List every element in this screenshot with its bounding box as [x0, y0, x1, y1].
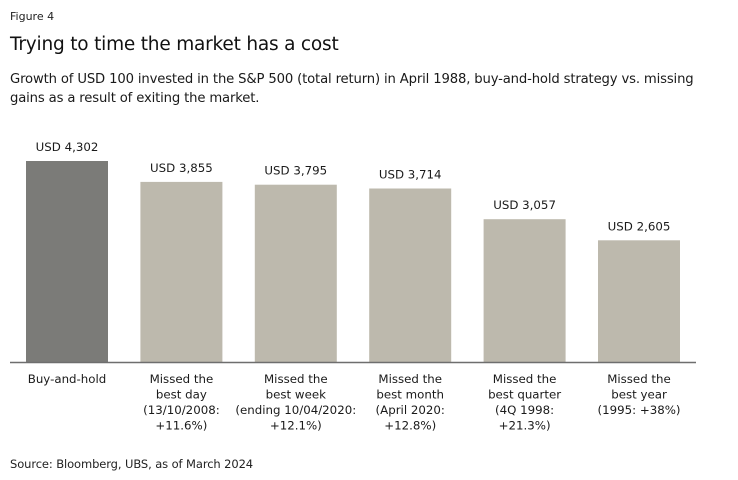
category-label-line: best week [266, 388, 326, 402]
bar-3 [369, 188, 452, 362]
category-label-0: Buy-and-hold [28, 372, 107, 386]
value-label-2: USD 3,795 [264, 164, 327, 178]
category-label-3: Missed the best month (April 2020: +12.8%) [376, 372, 445, 433]
bar-1 [140, 181, 223, 362]
category-label-line: best day [156, 388, 207, 402]
value-label-4: USD 3,057 [493, 198, 556, 212]
category-label-line: (13/10/2008: [143, 403, 220, 417]
category-label-line: Buy-and-hold [28, 372, 107, 386]
bar-5 [598, 240, 680, 362]
category-label-line: Missed the [264, 372, 328, 386]
category-label-line: +12.1%) [270, 419, 322, 433]
category-label-line: Missed the [493, 372, 557, 386]
category-label-line: (April 2020: [376, 403, 445, 417]
category-label-line: best year [611, 388, 667, 402]
category-label-line: +11.6%) [155, 419, 207, 433]
value-label-0: USD 4,302 [36, 140, 99, 154]
bar-2 [254, 184, 337, 362]
value-label-1: USD 3,855 [150, 161, 213, 175]
category-label-line: Missed the [378, 372, 442, 386]
source-note: Source: Bloomberg, UBS, as of March 2024 [10, 457, 254, 471]
bar-0 [26, 161, 108, 362]
category-label-2: Missed the best week (ending 10/04/2020: +1… [235, 372, 356, 433]
category-label-line: best month [376, 388, 444, 402]
category-label-1: Missed the best day (13/10/2008: +11.6%) [143, 372, 220, 433]
value-label-5: USD 2,605 [608, 219, 671, 233]
bar-chart: USD 4,302 USD 3,855 USD 3,795 USD 3,714 USD … [10, 140, 696, 433]
chart-subtitle: Growth of USD 100 invested in the S&P 50… [10, 72, 694, 106]
value-labels-group: USD 4,302 USD 3,855 USD 3,795 USD 3,714 USD … [36, 140, 671, 233]
category-label-line: Missed the [150, 372, 214, 386]
category-labels-group: Buy-and-hold Missed the best day (13/10/200… [28, 372, 681, 433]
category-label-5: Missed the best year (1995: +38%) [597, 372, 680, 417]
bar-4 [483, 219, 566, 362]
chart-title: Trying to time the market has a cost [10, 34, 339, 55]
category-label-line: best quarter [488, 388, 561, 402]
category-label-line: (1995: +38%) [597, 403, 680, 417]
bars-group [26, 161, 680, 362]
category-label-line: (4Q 1998: [495, 403, 554, 417]
category-label-line: +21.3%) [499, 419, 551, 433]
category-label-line: Missed the [607, 372, 671, 386]
category-label-4: Missed the best quarter (4Q 1998: +21.3%) [488, 372, 561, 433]
category-label-line: (ending 10/04/2020: [235, 403, 356, 417]
category-label-line: +12.8%) [384, 419, 436, 433]
figure-label: Figure 4 [10, 10, 55, 23]
value-label-3: USD 3,714 [379, 168, 442, 182]
